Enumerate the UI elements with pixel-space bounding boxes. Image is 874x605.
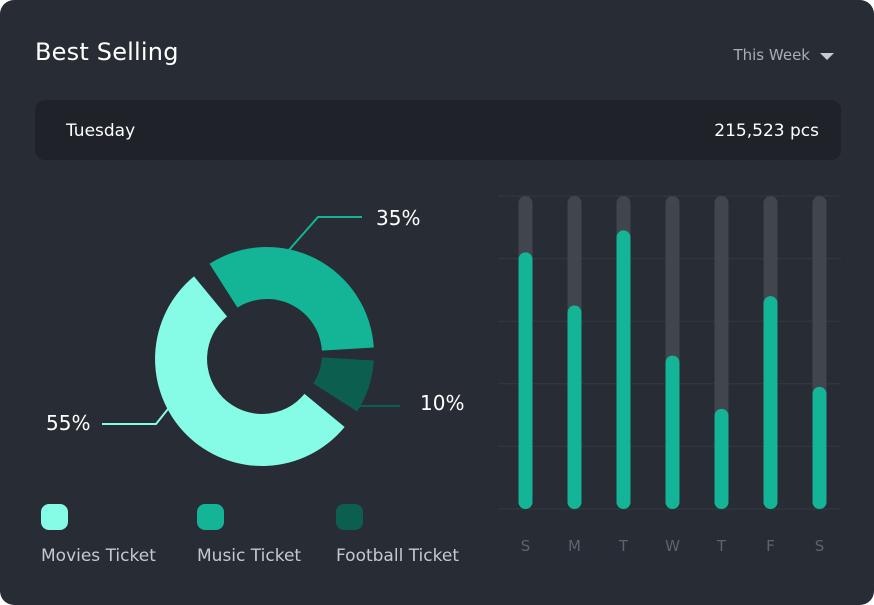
donut-slice-music: [209, 247, 374, 351]
period-dropdown[interactable]: This Week: [733, 46, 834, 64]
legend-item-music: Music Ticket: [197, 504, 301, 566]
x-tick-label-3: W: [665, 537, 680, 555]
legend-swatch-movies: [41, 504, 68, 530]
legend-label-music: Music Ticket: [197, 546, 302, 566]
x-tick-label-6: S: [815, 537, 825, 555]
bar-5: [763, 296, 778, 509]
data-label-music: 35%: [376, 206, 420, 230]
x-tick-label-2: T: [618, 537, 629, 555]
bar-1: [567, 305, 582, 509]
legend-item-movies: Movies Ticket: [41, 504, 156, 566]
legend-swatch-music: [197, 504, 224, 530]
legend-label-movies: Movies Ticket: [41, 546, 156, 566]
period-label: This Week: [733, 46, 810, 64]
data-label-movies: 55%: [46, 411, 90, 435]
x-tick-label-0: S: [521, 537, 531, 555]
chevron-down-icon: [820, 52, 834, 60]
legend-swatch-football: [336, 504, 363, 530]
x-tick-label-5: F: [766, 537, 775, 555]
card-title: Best Selling: [35, 38, 179, 66]
summary-day: Tuesday: [66, 121, 136, 141]
legend-label-football: Football Ticket: [336, 546, 459, 566]
legend-item-football: Football Ticket: [336, 504, 459, 566]
x-tick-label-4: T: [716, 537, 727, 555]
leader-line-music: [288, 216, 362, 251]
donut-slice-movies: [155, 276, 345, 466]
bar-6: [812, 386, 827, 509]
bar-3: [665, 355, 680, 509]
data-label-football: 10%: [420, 391, 464, 415]
donut-slice-football: [313, 357, 374, 412]
bar-4: [714, 408, 729, 509]
x-tick-label-1: M: [568, 537, 581, 555]
bar-0: [518, 252, 533, 509]
summary-quantity: 215,523 pcs: [714, 121, 819, 141]
bar-2: [616, 230, 631, 509]
summary-row: Tuesday 215,523 pcs: [35, 100, 841, 160]
leader-line-movies: [102, 403, 173, 425]
